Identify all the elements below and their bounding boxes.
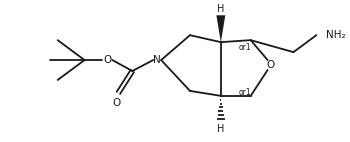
Text: O: O — [103, 55, 112, 65]
Text: or1: or1 — [239, 88, 251, 97]
Text: O: O — [266, 60, 275, 70]
Text: or1: or1 — [239, 43, 251, 52]
Text: H: H — [217, 4, 225, 14]
Text: H: H — [217, 124, 225, 134]
Text: N: N — [153, 55, 161, 65]
Text: O: O — [112, 98, 120, 108]
Text: NH₂: NH₂ — [326, 30, 346, 40]
Polygon shape — [216, 15, 225, 42]
